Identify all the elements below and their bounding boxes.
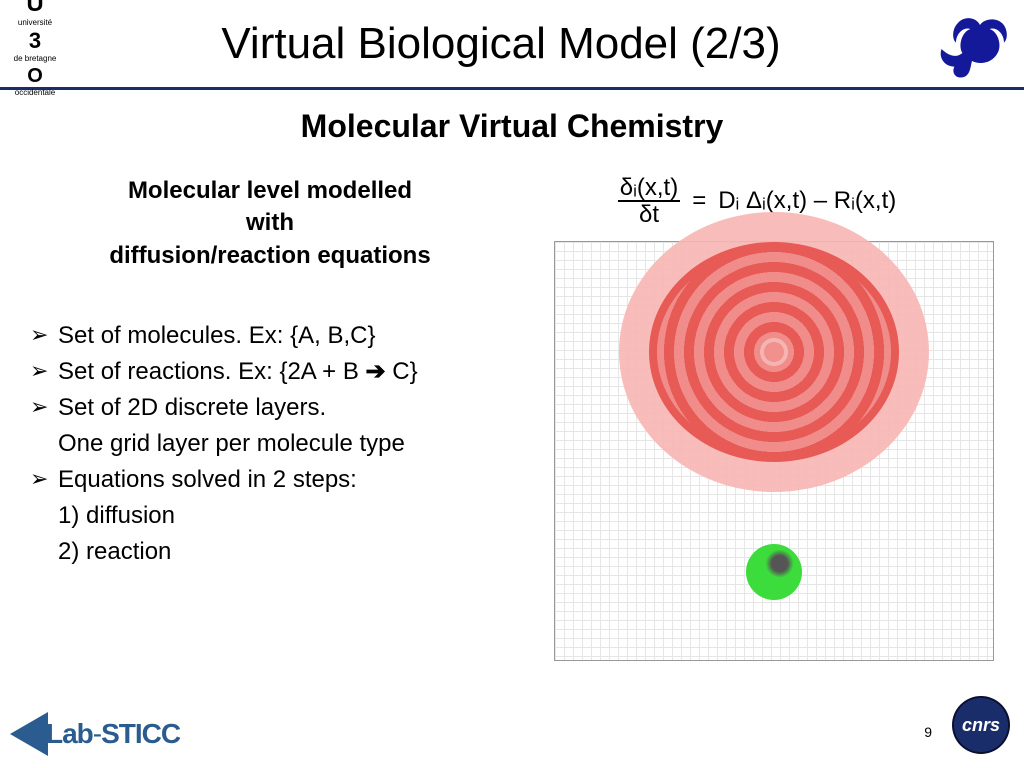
bullet-list: ➢ Set of molecules. Ex: {A, B,C} ➢ Set o… [30,318,510,570]
grid-diagram [554,241,994,661]
fraction: δᵢ(x,t) δt [618,175,680,227]
list-item: ➢ Set of 2D discrete layers. [30,390,510,426]
numerator: δᵢ(x,t) [618,175,680,202]
ubo-logo: U université 3 de bretagne O occidentale [0,0,70,101]
list-item: ➢ Set of reactions. Ex: {2A + B ➔ C} [30,354,510,390]
bullet-text: Set of reactions. Ex: {2A + B ➔ C} [58,354,510,390]
arrow-right-icon: ➔ [366,358,386,385]
chevron-icon: ➢ [30,318,58,351]
slide-footer: Lab-STICC 9 cnrs [0,698,1024,760]
scorpion-icon [932,9,1012,79]
list-item: ➢ Set of molecules. Ex: {A, B,C} [30,318,510,354]
cnrs-logo: cnrs [952,696,1010,754]
intro-text: Molecular level modelled with diffusion/… [30,175,510,302]
chevron-icon: ➢ [30,390,58,423]
bullet-subtext: 2) reaction [30,534,510,570]
denominator: δt [637,202,661,227]
bullet-text: Set of molecules. Ex: {A, B,C} [58,318,510,354]
content-area: Molecular level modelled with diffusion/… [0,175,1024,661]
chevron-icon: ➢ [30,354,58,387]
slide-title: Virtual Biological Model (2/3) [70,19,932,69]
diffusion-core [649,242,899,462]
left-column: Molecular level modelled with diffusion/… [30,175,510,661]
page-number: 9 [924,724,932,740]
lab-logo-text: Lab-STICC [46,718,180,750]
molecule-blob [746,544,802,600]
bullet-text: Set of 2D discrete layers. [58,390,510,426]
lab-sticc-logo: Lab-STICC [10,712,180,756]
list-item: ➢ Equations solved in 2 steps: [30,462,510,498]
equation-rhs: Dᵢ Δᵢ(x,t) – Rᵢ(x,t) [718,187,896,215]
equals-sign: = [692,187,706,215]
triangle-icon [10,712,48,756]
slide-header: U université 3 de bretagne O occidentale… [0,0,1024,90]
bullet-subtext: 1) diffusion [30,498,510,534]
bullet-text: Equations solved in 2 steps: [58,462,510,498]
chevron-icon: ➢ [30,462,58,495]
right-column: δᵢ(x,t) δt = Dᵢ Δᵢ(x,t) – Rᵢ(x,t) [510,175,994,661]
bullet-subtext: One grid layer per molecule type [30,426,510,462]
slide-subtitle: Molecular Virtual Chemistry [0,108,1024,145]
